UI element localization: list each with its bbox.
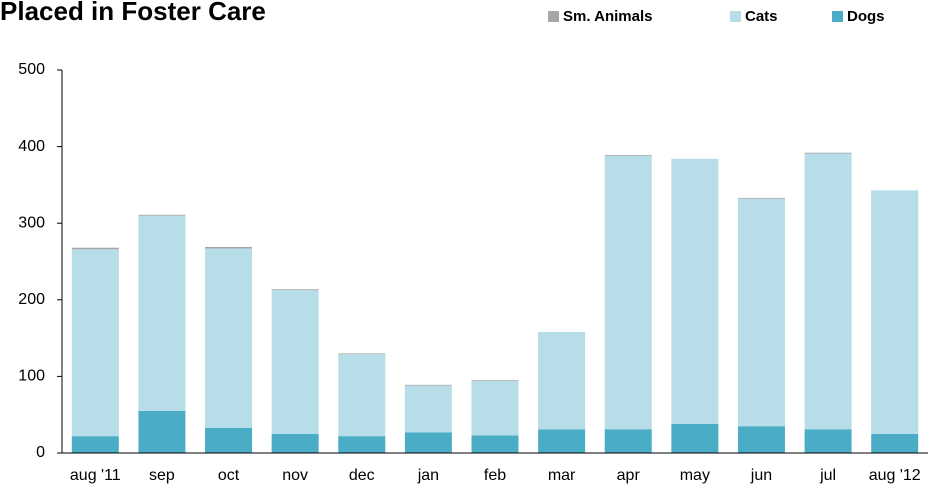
bar-segment <box>338 354 386 437</box>
bar-segment <box>671 158 719 424</box>
x-tick-label: jun <box>750 467 772 484</box>
bar-segment <box>71 436 119 453</box>
chart-title: Placed in Foster Care <box>0 0 266 26</box>
x-tick-label: jul <box>819 467 836 484</box>
bar-segment <box>404 385 452 433</box>
bar-segment <box>338 436 386 453</box>
x-tick-label: nov <box>282 467 308 484</box>
bar-segment <box>338 353 386 355</box>
y-tick-label: 400 <box>18 138 45 155</box>
bar-segment <box>138 410 186 453</box>
bar-segment <box>471 435 519 453</box>
x-tick-label: may <box>680 467 710 484</box>
bar-segment <box>737 197 785 199</box>
bar-segment <box>538 429 586 453</box>
x-tick-label: dec <box>349 467 375 484</box>
x-tick-label: feb <box>484 467 506 484</box>
legend-label: Cats <box>745 8 778 25</box>
legend-swatch <box>832 11 843 22</box>
y-tick-label: 300 <box>18 214 45 231</box>
bar-segment <box>604 155 652 156</box>
x-tick-label: jan <box>417 467 439 484</box>
y-tick-label: 100 <box>18 368 45 385</box>
bar-segment <box>404 432 452 453</box>
x-tick-label: oct <box>218 467 240 484</box>
bar-segment <box>737 426 785 453</box>
bar-segment <box>271 289 319 434</box>
y-tick-label: 0 <box>36 444 45 461</box>
bar-segment <box>138 214 186 216</box>
bar-segment <box>205 427 253 453</box>
bar-segment <box>71 249 119 437</box>
y-tick-label: 200 <box>18 291 45 308</box>
bar-segment <box>538 331 586 430</box>
bar-segment <box>404 384 452 386</box>
bar-segment <box>271 433 319 453</box>
bar-segment <box>138 215 186 411</box>
x-tick-label: mar <box>548 467 576 484</box>
bar-segment <box>804 152 852 154</box>
bar-segment <box>205 246 253 249</box>
bar-segment <box>737 198 785 427</box>
bar-segment <box>671 423 719 453</box>
y-tick-label: 500 <box>18 61 45 78</box>
x-tick-label: sep <box>149 467 175 484</box>
bar-segment <box>804 153 852 430</box>
bar-segment <box>871 190 919 434</box>
x-tick-label: aug '11 <box>70 467 121 484</box>
bar-segment <box>604 429 652 453</box>
legend-label: Dogs <box>847 8 885 25</box>
bar-segment <box>871 433 919 453</box>
legend-swatch <box>548 11 559 22</box>
x-tick-label: apr <box>617 467 641 484</box>
x-tick-label: aug '12 <box>869 467 921 484</box>
legend-swatch <box>730 11 741 22</box>
bar-segment <box>271 289 319 290</box>
bar-segment <box>604 155 652 430</box>
legend-label: Sm. Animals <box>563 8 652 25</box>
bar-segment <box>471 380 519 381</box>
bar-segment <box>71 247 119 250</box>
bar-segment <box>804 429 852 453</box>
bar-segment <box>471 380 519 436</box>
bar-segment <box>205 248 253 428</box>
